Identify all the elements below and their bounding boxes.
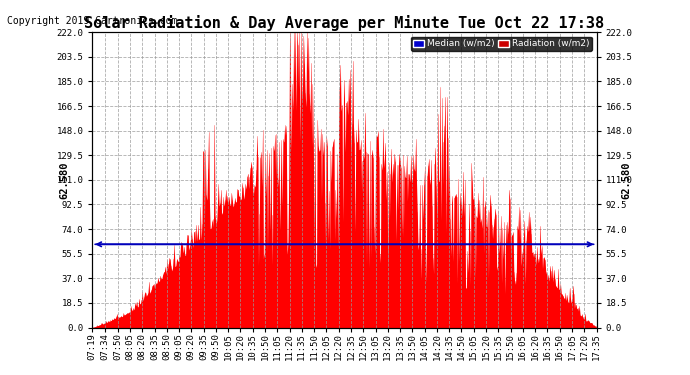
Title: Solar Radiation & Day Average per Minute Tue Oct 22 17:38: Solar Radiation & Day Average per Minute… bbox=[84, 15, 604, 31]
Legend: Median (w/m2), Radiation (w/m2): Median (w/m2), Radiation (w/m2) bbox=[411, 37, 592, 51]
Text: Copyright 2019 Cartronics.com: Copyright 2019 Cartronics.com bbox=[7, 16, 177, 26]
Text: 62.580: 62.580 bbox=[59, 161, 70, 199]
Text: 62.580: 62.580 bbox=[622, 161, 632, 199]
